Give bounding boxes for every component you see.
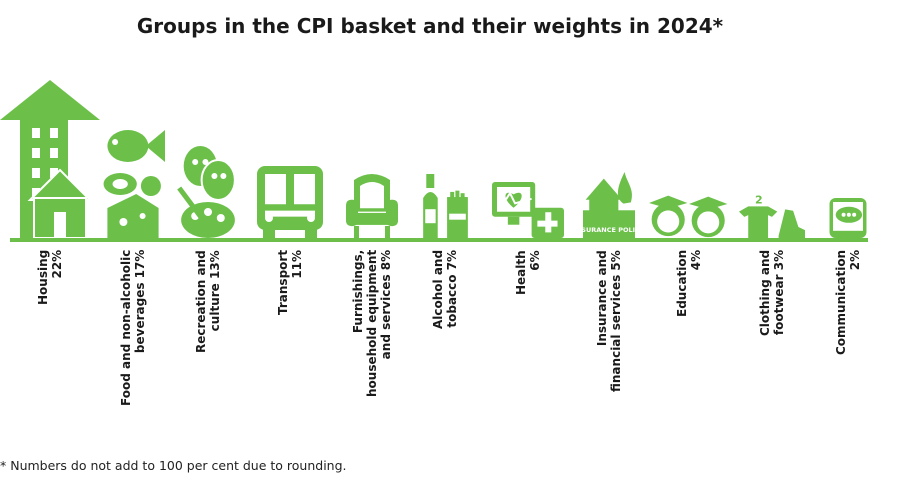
- category-label: Education 4%: [675, 250, 703, 317]
- footnote: * Numbers do not add to 100 per cent due…: [0, 458, 347, 473]
- icon-text: 2: [755, 194, 763, 207]
- category-label-line: household equipment: [365, 249, 379, 397]
- clothing-shoe-icon: 2: [739, 194, 805, 238]
- baseline: [10, 238, 868, 242]
- category-label-line: tobacco 7%: [445, 249, 459, 328]
- category-label: Alcohol and tobacco 7%: [431, 250, 459, 329]
- category-label-line: culture 13%: [208, 250, 222, 332]
- category-label-line: Alcohol and: [431, 249, 445, 329]
- food-fish-cheese-icon: [101, 124, 165, 238]
- house-building-icon: [0, 80, 100, 238]
- category-label: Food and non-alcoholic beverages 17%: [119, 250, 147, 406]
- category-label-line: Education: [675, 249, 689, 317]
- armchair-icon: [346, 172, 398, 238]
- category-label-line: Transport: [276, 249, 290, 315]
- theatre-masks-palette-icon: [176, 146, 240, 238]
- category-label-line: and services 8%: [379, 249, 393, 360]
- category-label-line: Communication: [834, 249, 848, 355]
- category-label-line: Health: [514, 250, 528, 295]
- category-label: Transport 11%: [276, 250, 304, 315]
- bottle-cigarettes-icon: [419, 174, 471, 238]
- category-label: Clothing and footwear 3%: [758, 250, 786, 336]
- category-label-line: Insurance and: [595, 250, 609, 347]
- category-label-line: footwear 3%: [772, 249, 786, 336]
- category-label: Recreation and culture 13%: [194, 250, 222, 353]
- category-label-line: Clothing and: [758, 249, 772, 336]
- chart-title: Groups in the CPI basket and their weigh…: [136, 14, 724, 38]
- category-label-line: financial services 5%: [609, 250, 623, 392]
- category-label-line: 22%: [50, 249, 64, 279]
- category-label-line: Housing: [36, 249, 50, 305]
- category-label-line: 4%: [689, 249, 703, 271]
- category-label-line: Food and non-alcoholic: [119, 249, 133, 406]
- category-label: Communication 2%: [834, 250, 862, 355]
- category-label: Furnishings, household equipment and servi…: [351, 250, 393, 397]
- graduates-icon: [649, 192, 729, 238]
- category-label-line: 11%: [290, 249, 304, 279]
- bus-icon: [255, 166, 325, 238]
- category-label-line: Recreation and: [194, 250, 208, 353]
- category-label: Insurance and financial services 5%: [595, 250, 623, 392]
- category-label-line: Furnishings,: [351, 249, 365, 334]
- category-label-line: 6%: [528, 250, 542, 271]
- category-label: Health 6%: [514, 250, 542, 295]
- category-label: Housing 22%: [36, 250, 64, 305]
- category-label-line: beverages 17%: [133, 249, 147, 354]
- heart-monitor-first-aid-icon: [492, 182, 564, 238]
- icon-text: INSURANCE POLICY: [583, 226, 635, 234]
- insurance-policy-icon: INSURANCE POLICY: [583, 172, 635, 238]
- phone-chat-icon: [826, 198, 870, 238]
- category-label-line: 2%: [848, 249, 862, 271]
